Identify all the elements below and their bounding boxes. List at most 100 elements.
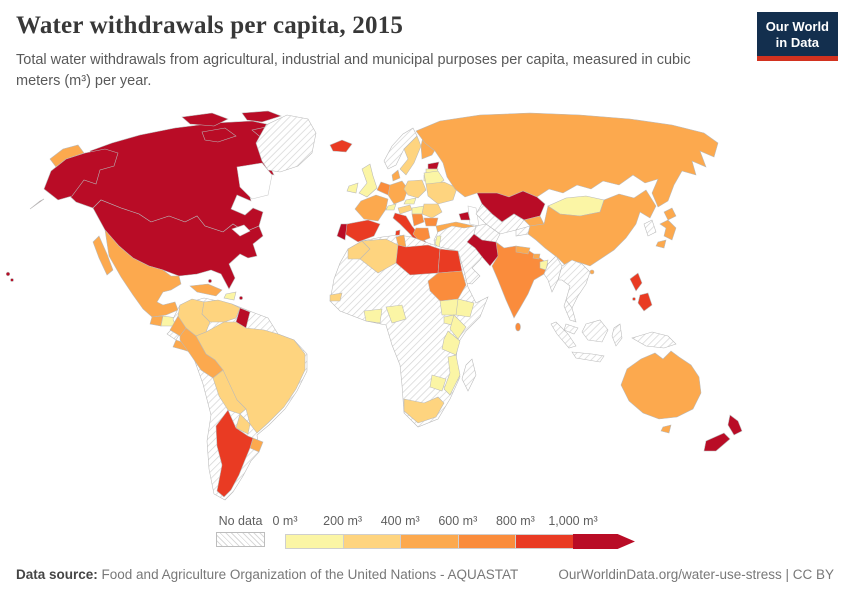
country-india[interactable] xyxy=(491,241,549,319)
country-algeria[interactable] xyxy=(359,238,399,274)
legend-tick-label: 800 m³ xyxy=(495,514,535,528)
country-mexico-baja[interactable] xyxy=(92,235,114,276)
country-hispaniola[interactable] xyxy=(223,291,237,301)
legend-tick-label: 1,000 m³ xyxy=(548,514,598,528)
country-france[interactable] xyxy=(354,194,389,222)
legend-segment[interactable] xyxy=(515,534,573,549)
country-new-zealand[interactable] xyxy=(727,414,743,436)
country-azerbaijan[interactable] xyxy=(458,211,471,221)
country-poland[interactable] xyxy=(403,179,427,199)
country-canada[interactable] xyxy=(241,110,282,123)
country-japan[interactable] xyxy=(659,219,677,241)
country-austria[interactable] xyxy=(397,204,413,215)
country-estonia[interactable] xyxy=(427,161,440,170)
country-australia[interactable] xyxy=(620,350,702,420)
country-myanmar[interactable] xyxy=(543,255,563,293)
datasource-label: Data source: xyxy=(16,567,98,582)
legend-tick-label: 200 m³ xyxy=(323,514,363,528)
country-philippines[interactable] xyxy=(632,297,636,301)
country-ireland[interactable] xyxy=(346,182,359,194)
country-philippines[interactable] xyxy=(637,292,653,312)
page-title: Water withdrawals per capita, 2015 xyxy=(16,12,404,39)
country-iceland[interactable] xyxy=(329,139,353,153)
region-indochina[interactable] xyxy=(557,259,591,309)
country-greenland[interactable] xyxy=(255,114,317,173)
legend-segment[interactable] xyxy=(400,534,458,549)
country-czechia[interactable] xyxy=(403,197,417,205)
legend-no-data[interactable]: No data xyxy=(216,514,265,547)
legend-no-data-label: No data xyxy=(218,514,263,528)
country-new-zealand[interactable] xyxy=(703,432,731,452)
country-argentina[interactable] xyxy=(215,409,254,498)
world-map-svg xyxy=(5,110,743,501)
country-madagascar[interactable] xyxy=(461,358,477,392)
owid-logo-line1: Our World xyxy=(765,19,829,34)
country-indonesia-sumatra[interactable] xyxy=(550,321,577,349)
country-cuba[interactable] xyxy=(189,283,223,297)
country-australia-tasmania[interactable] xyxy=(660,424,672,434)
country-russia-chukotka[interactable] xyxy=(49,144,85,168)
country-sweden[interactable] xyxy=(399,135,422,176)
country-mozambique[interactable] xyxy=(443,354,461,396)
country-usa-hawaii[interactable] xyxy=(10,278,14,282)
country-russia[interactable] xyxy=(415,112,719,208)
country-japan[interactable] xyxy=(663,207,677,221)
legend-segment[interactable] xyxy=(572,534,635,549)
country-new-guinea[interactable] xyxy=(631,331,677,349)
country-uk[interactable] xyxy=(358,163,378,198)
country-pakistan[interactable] xyxy=(466,233,505,267)
datasource-text: Food and Agriculture Organization of the… xyxy=(97,567,519,582)
country-benelux[interactable] xyxy=(376,181,391,196)
country-denmark[interactable] xyxy=(391,169,401,182)
country-china-hainan[interactable] xyxy=(589,269,595,275)
country-indonesia-borneo[interactable] xyxy=(581,319,609,343)
hudson-bay xyxy=(236,162,273,200)
country-romania[interactable] xyxy=(421,203,443,219)
legend-segment[interactable] xyxy=(342,534,401,549)
country-usa-hawaii[interactable] xyxy=(5,271,11,277)
country-senegal[interactable] xyxy=(329,292,343,302)
country-egypt[interactable] xyxy=(437,248,463,274)
country-zimbabwe[interactable] xyxy=(429,374,447,392)
legend-tick-label: 0 m³ xyxy=(272,514,298,528)
country-puerto-rico[interactable] xyxy=(239,296,243,300)
country-indonesia-java[interactable] xyxy=(571,351,605,363)
country-portugal[interactable] xyxy=(336,223,348,241)
country-malaysia[interactable] xyxy=(563,323,579,335)
legend-segment[interactable] xyxy=(457,534,516,549)
country-nigeria[interactable] xyxy=(385,304,407,324)
country-canada[interactable] xyxy=(201,127,237,143)
region-malay-peninsula[interactable] xyxy=(563,299,577,323)
country-greece[interactable] xyxy=(412,227,431,243)
country-china[interactable] xyxy=(527,189,657,269)
country-mexico[interactable] xyxy=(104,229,182,318)
country-germany[interactable] xyxy=(387,180,409,205)
country-korea[interactable] xyxy=(643,219,657,237)
country-venezuela[interactable] xyxy=(201,299,241,323)
country-usa-alaska-tail[interactable] xyxy=(29,198,45,210)
country-indonesia-sulawesi[interactable] xyxy=(611,323,623,347)
chart-subtitle: Total water withdrawals from agricultura… xyxy=(16,52,691,90)
country-trinidad[interactable] xyxy=(208,279,212,283)
country-balkans[interactable] xyxy=(411,213,425,227)
country-japan[interactable] xyxy=(655,239,667,249)
country-bolivia[interactable] xyxy=(212,369,247,415)
owid-logo[interactable]: Our World in Data xyxy=(756,12,838,61)
country-canada[interactable] xyxy=(181,112,229,127)
country-philippines[interactable] xyxy=(629,272,643,292)
country-ukraine[interactable] xyxy=(425,181,458,205)
country-bhutan[interactable] xyxy=(532,253,541,260)
country-nepal[interactable] xyxy=(515,245,531,255)
legend-no-data-swatch[interactable] xyxy=(216,532,265,547)
country-ghana-cote[interactable] xyxy=(363,308,383,324)
country-south-sudan[interactable] xyxy=(439,298,459,316)
country-switzerland[interactable] xyxy=(385,203,397,211)
legend-segment[interactable] xyxy=(285,534,343,549)
country-sri-lanka[interactable] xyxy=(515,322,521,332)
country-tanzania[interactable] xyxy=(441,330,461,356)
country-south-africa[interactable] xyxy=(403,396,445,424)
license-link[interactable]: OurWorldinData.org/water-use-stress | CC… xyxy=(558,567,834,582)
region-central-asia-nodata[interactable] xyxy=(475,203,525,235)
country-paraguay[interactable] xyxy=(235,413,251,435)
country-bulgaria[interactable] xyxy=(423,217,439,227)
